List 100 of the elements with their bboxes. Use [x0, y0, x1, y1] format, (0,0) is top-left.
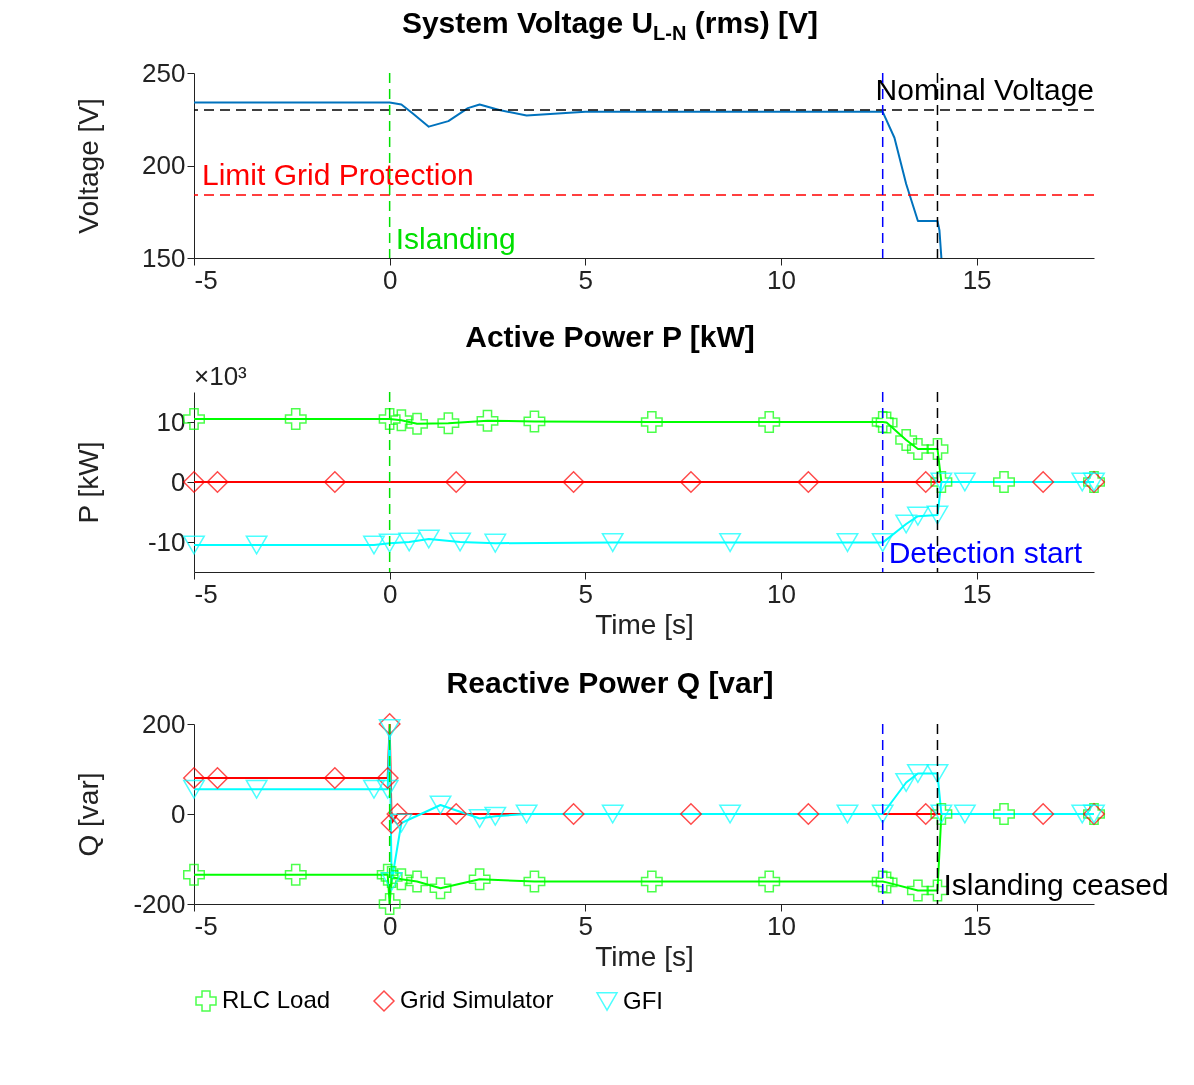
point [601, 804, 624, 824]
point [515, 804, 538, 824]
point [376, 779, 399, 799]
point [926, 438, 949, 460]
point [437, 412, 460, 435]
point [1032, 803, 1055, 825]
point [445, 803, 468, 825]
point [1032, 471, 1055, 493]
point [390, 813, 413, 833]
x-tick-label: 10 [767, 264, 796, 295]
point [484, 806, 507, 826]
chart-title: System Voltage U$_{L-N}$ (rms) [V] [400, 6, 820, 46]
point [758, 870, 781, 893]
point [206, 767, 229, 789]
point [1071, 472, 1094, 492]
point [953, 472, 976, 492]
x-tick-label: 10 [767, 910, 796, 941]
point [406, 412, 429, 435]
x-axis-title: Time [s] [595, 608, 694, 640]
point [993, 803, 1015, 825]
point [449, 532, 472, 552]
y-tick-label: 150 [142, 242, 186, 273]
point [390, 409, 413, 432]
x-axis-title: Time [s] [595, 940, 694, 972]
point [926, 763, 949, 784]
y-tick-label: 200 [142, 150, 186, 180]
x-tick-label: 5 [578, 910, 594, 941]
y-tick-label: 0 [171, 798, 186, 829]
point [679, 471, 702, 493]
y-tick-label: -10 [147, 526, 186, 557]
point [562, 471, 585, 493]
x-tick-label: -5 [194, 910, 218, 941]
point [906, 438, 929, 460]
point [797, 471, 820, 493]
point [906, 879, 929, 902]
x-tick-label: 15 [962, 578, 992, 609]
point [914, 471, 937, 493]
point [183, 535, 205, 555]
point [378, 713, 401, 735]
point [906, 763, 929, 784]
point [914, 803, 937, 825]
point [468, 868, 491, 891]
point [484, 533, 507, 553]
y-tick-label: -200 [133, 888, 186, 919]
point [183, 471, 205, 493]
point [245, 779, 268, 799]
legend-label: Grid Simulator [400, 986, 554, 1013]
point [895, 514, 918, 534]
point [206, 471, 229, 493]
point [719, 804, 742, 824]
point [679, 803, 702, 825]
point [468, 808, 491, 829]
point [284, 863, 307, 886]
point [429, 877, 452, 900]
y-axis-title: Voltage [V] [72, 98, 104, 234]
x-tick-label: 15 [962, 264, 992, 295]
point [445, 471, 468, 493]
y-tick-label: 10 [156, 406, 186, 437]
point [640, 411, 663, 433]
point [406, 870, 429, 893]
point [993, 471, 1015, 493]
chart-title: Reactive Power Q [var] [445, 666, 775, 700]
x-tick-label: 5 [578, 578, 594, 609]
point [183, 863, 205, 886]
point [1071, 804, 1094, 824]
text: ×10³ [194, 361, 248, 391]
ref-line-label: Nominal Voltage [875, 73, 1094, 106]
x-tick-label: 10 [767, 578, 796, 609]
point [363, 779, 385, 799]
point [476, 409, 499, 432]
point [417, 529, 440, 549]
ref-line-label: Detection start [888, 536, 1083, 569]
point [284, 408, 307, 430]
point [871, 804, 894, 824]
point [523, 410, 546, 433]
point [953, 804, 976, 824]
point [429, 795, 452, 815]
y-axis-title: Q [var] [72, 772, 104, 857]
point [398, 532, 421, 552]
point [523, 870, 546, 893]
point [245, 535, 268, 555]
point [906, 506, 929, 526]
ref-line-label: Islanding [395, 222, 516, 255]
point [183, 408, 205, 430]
point [386, 803, 409, 825]
y-axis-title: P [kW] [72, 441, 104, 524]
point [378, 893, 401, 915]
y-tick-label: 0 [171, 466, 186, 497]
point [363, 535, 385, 555]
ref-line-label: Islanding ceased [943, 868, 1169, 901]
point [323, 471, 346, 493]
chart-title: Active Power P [kW] [464, 320, 756, 354]
x-tick-label: 0 [382, 910, 398, 941]
point [378, 408, 401, 430]
x-tick-label: -5 [194, 264, 218, 295]
point [895, 772, 918, 793]
point [836, 804, 859, 824]
x-tick-label: -5 [194, 578, 218, 609]
point [380, 812, 403, 834]
y-tick-label: 250 [142, 57, 186, 88]
